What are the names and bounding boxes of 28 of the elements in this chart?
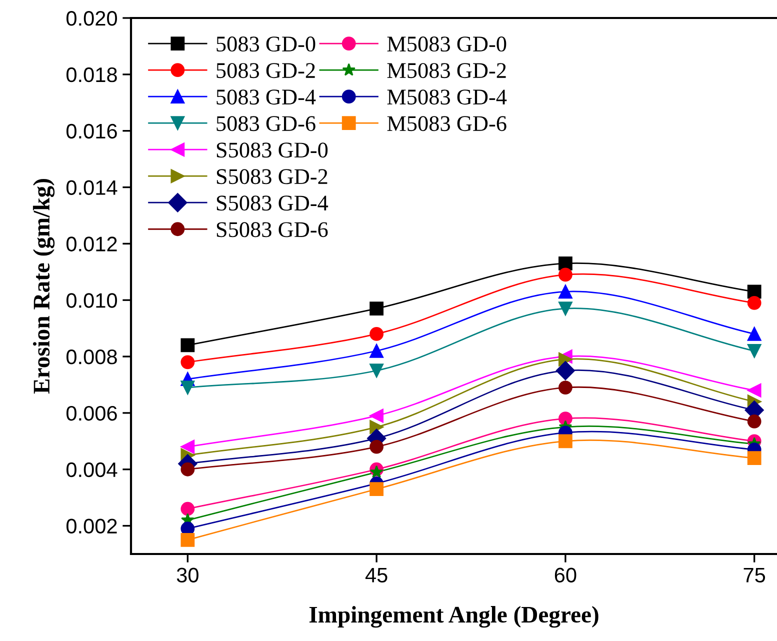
legend-label: 5083 GD-6 xyxy=(216,116,316,132)
y-tick-label: 0.018 xyxy=(66,67,117,82)
legend-label: S5083 GD-0 xyxy=(216,142,328,158)
y-tick-label: 0.016 xyxy=(66,124,117,139)
legend-label: M5083 GD-6 xyxy=(387,116,506,132)
x-tick-label: 30 xyxy=(176,568,198,582)
x-tick-label: 45 xyxy=(365,568,388,582)
y-axis-title: Erosion Rate (gm/kg) xyxy=(32,179,55,394)
legend-label: 5083 GD-4 xyxy=(216,90,316,105)
y-tick-label: 0.006 xyxy=(66,406,117,421)
y-tick-label: 0.004 xyxy=(66,462,118,478)
x-tick-label: 60 xyxy=(554,568,576,582)
legend-label: S5083 GD-6 xyxy=(216,222,328,238)
legend-label: S5083 GD-4 xyxy=(216,196,328,211)
legend-label: M5083 GD-2 xyxy=(387,63,506,78)
legend-label: M5083 GD-4 xyxy=(387,90,507,105)
legend-label: 5083 GD-0 xyxy=(216,36,316,52)
legend-label: M5083 GD-0 xyxy=(387,36,506,52)
x-tick-label: 75 xyxy=(744,568,766,582)
legend-label: S5083 GD-2 xyxy=(216,169,328,184)
y-tick-label: 0.008 xyxy=(66,350,117,364)
y-tick-label: 0.014 xyxy=(66,180,118,196)
y-tick-label: 0.012 xyxy=(66,236,117,252)
y-tick-label: 0.020 xyxy=(66,11,117,26)
legend-label: 5083 GD-2 xyxy=(216,63,315,78)
y-tick-label: 0.002 xyxy=(66,518,117,534)
y-tick-label: 0.010 xyxy=(66,293,117,308)
x-axis-title: Impingement Angle (Degree) xyxy=(309,606,598,628)
